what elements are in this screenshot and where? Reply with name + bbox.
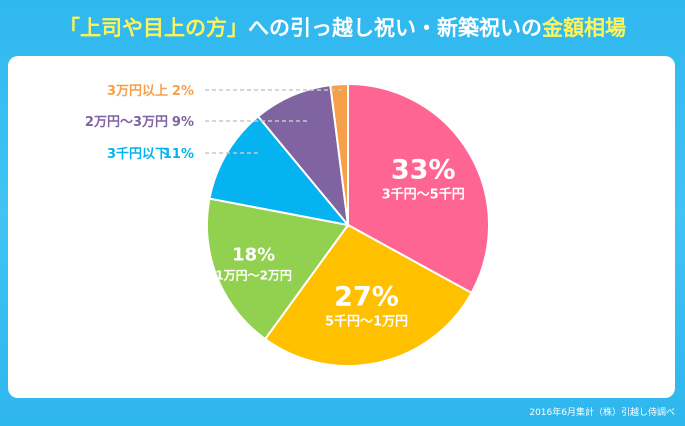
pie-slice-27 — [263, 223, 473, 367]
title-highlight-boss: 「上司や目上の方」 — [59, 16, 248, 40]
pie-slice-18 — [206, 197, 350, 341]
legend-label: 2万円〜3万円 — [85, 115, 168, 130]
legend-label: 3千円以下 — [107, 146, 168, 162]
leader-lines — [205, 89, 342, 154]
legend-value: 9% — [172, 115, 194, 130]
pie-value-label: 33% — [391, 155, 456, 186]
legend-value: 11% — [163, 147, 194, 162]
title-highlight-price: 金額相場 — [542, 16, 626, 40]
chart-title: 「上司や目上の方」への引っ越し祝い・新築祝いの金額相場 — [0, 12, 685, 42]
pie-value-label: 27% — [334, 282, 399, 313]
legend-value: 2% — [172, 84, 194, 99]
pie-slice-9 — [256, 83, 350, 229]
pie-category-label: 5千円〜1万円 — [325, 314, 408, 330]
pie-slice-2 — [329, 82, 349, 226]
legend-label: 3万円以上 — [107, 84, 168, 99]
source-note: 2016年6月集計（株）引越し侍調べ — [529, 408, 675, 418]
pie-category-label: 1万円〜2万円 — [215, 268, 292, 282]
pie-category-label: 3千円〜5千円 — [382, 187, 465, 203]
pie-value-label: 18% — [232, 244, 275, 265]
pie-slice-33 — [347, 82, 490, 295]
pie-slices — [206, 82, 490, 367]
title-middle: への引っ越し祝い・新築祝いの — [248, 16, 542, 40]
